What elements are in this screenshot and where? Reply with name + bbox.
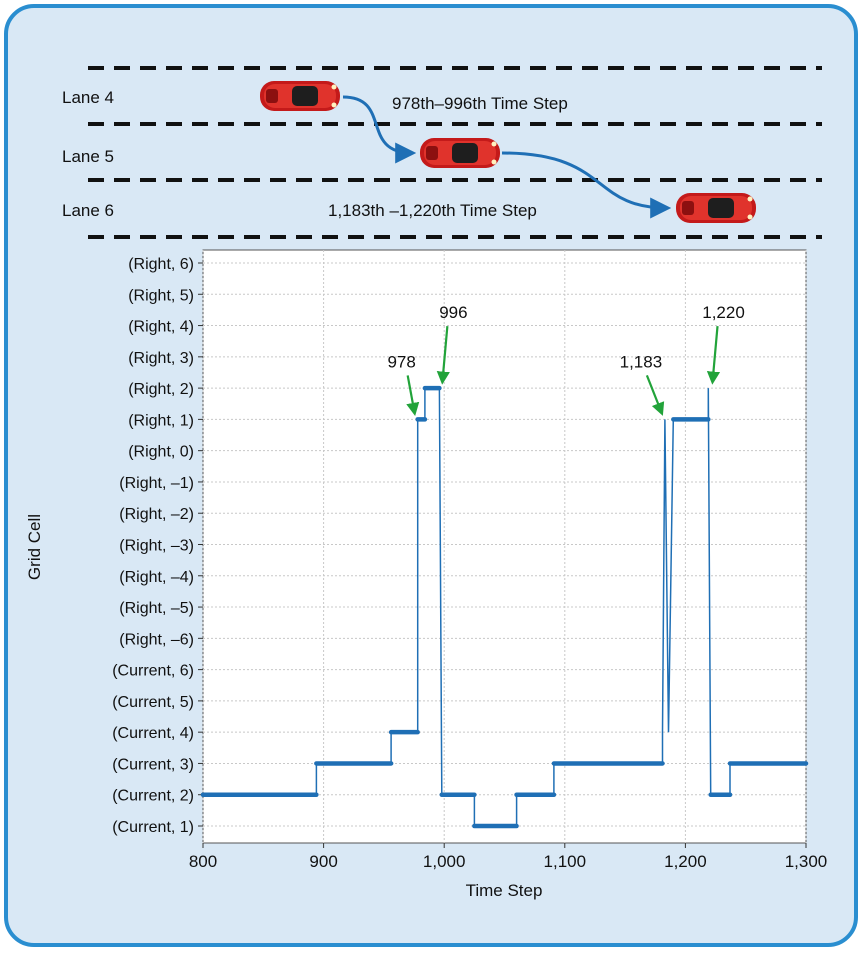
y-tick-label: (Current, 5) — [112, 694, 194, 711]
x-tick-label: 1,000 — [423, 852, 466, 871]
grid-cell-chart: (Current, 1) (Current, 2) (Current, 3) (Cur… — [25, 249, 827, 900]
y-axis-title: Grid Cell — [25, 514, 44, 580]
y-tick-label: (Current, 2) — [112, 788, 194, 805]
y-axis-ticks: (Current, 1) (Current, 2) (Current, 3) (Cur… — [112, 256, 203, 836]
y-tick-label: (Current, 1) — [112, 819, 194, 836]
y-tick-label: (Right, –5) — [119, 600, 194, 617]
y-tick-label: (Current, 6) — [112, 663, 194, 680]
y-tick-label: (Right, 1) — [128, 412, 194, 429]
y-tick-label: (Right, –1) — [119, 475, 194, 492]
annotation-label: 1,220 — [702, 303, 745, 322]
annotation-label: 978 — [387, 352, 415, 371]
x-tick-label: 1,100 — [544, 852, 587, 871]
x-tick-label: 1,300 — [785, 852, 828, 871]
annotation-arrow — [645, 374, 665, 416]
annotation-arrow — [706, 326, 721, 385]
x-axis-ticks: 800 900 1,000 1,100 1,200 1,300 — [189, 843, 827, 871]
annotations: 978 996 1,183 1,220 — [387, 303, 745, 416]
annotation-arrow — [436, 326, 450, 385]
lane-change-label: 1,183th –1,220th Time Step — [328, 201, 537, 220]
annotation-label: 1,183 — [620, 352, 663, 371]
lane-change-arrow — [342, 95, 417, 164]
lane-change-label: 978th–996th Time Step — [392, 94, 568, 113]
y-tick-label: (Right, –6) — [119, 631, 194, 648]
x-axis-title: Time Step — [466, 881, 543, 900]
annotation-label: 996 — [439, 303, 467, 322]
series-markers — [200, 385, 809, 829]
lane-change-arrow — [501, 151, 672, 219]
y-tick-label: (Right, 3) — [128, 350, 194, 367]
y-tick-label: (Right, 4) — [128, 319, 194, 336]
y-tick-label: (Right, 5) — [128, 287, 194, 304]
y-tick-label: (Right, 2) — [128, 381, 194, 398]
y-tick-label: (Current, 3) — [112, 756, 194, 773]
y-tick-label: (Right, –3) — [119, 538, 194, 555]
annotation-arrow — [406, 375, 420, 416]
y-tick-label: (Right, –2) — [119, 506, 194, 523]
lane-label: Lane 6 — [62, 201, 114, 220]
x-tick-label: 800 — [189, 852, 217, 871]
y-tick-label: (Right, 6) — [128, 256, 194, 273]
lane-diagram: Lane 4 Lane 5 Lane 6 978th–996th Time St… — [62, 66, 822, 239]
y-tick-label: (Right, 0) — [128, 444, 194, 461]
car-icon — [420, 138, 500, 168]
x-tick-label: 900 — [309, 852, 337, 871]
lane-label: Lane 5 — [62, 147, 114, 166]
lane-label: Lane 4 — [62, 88, 114, 107]
y-tick-label: (Right, –4) — [119, 569, 194, 586]
car-icon — [260, 81, 340, 111]
x-tick-label: 1,200 — [664, 852, 707, 871]
y-tick-label: (Current, 4) — [112, 725, 194, 742]
car-icon — [676, 193, 756, 223]
